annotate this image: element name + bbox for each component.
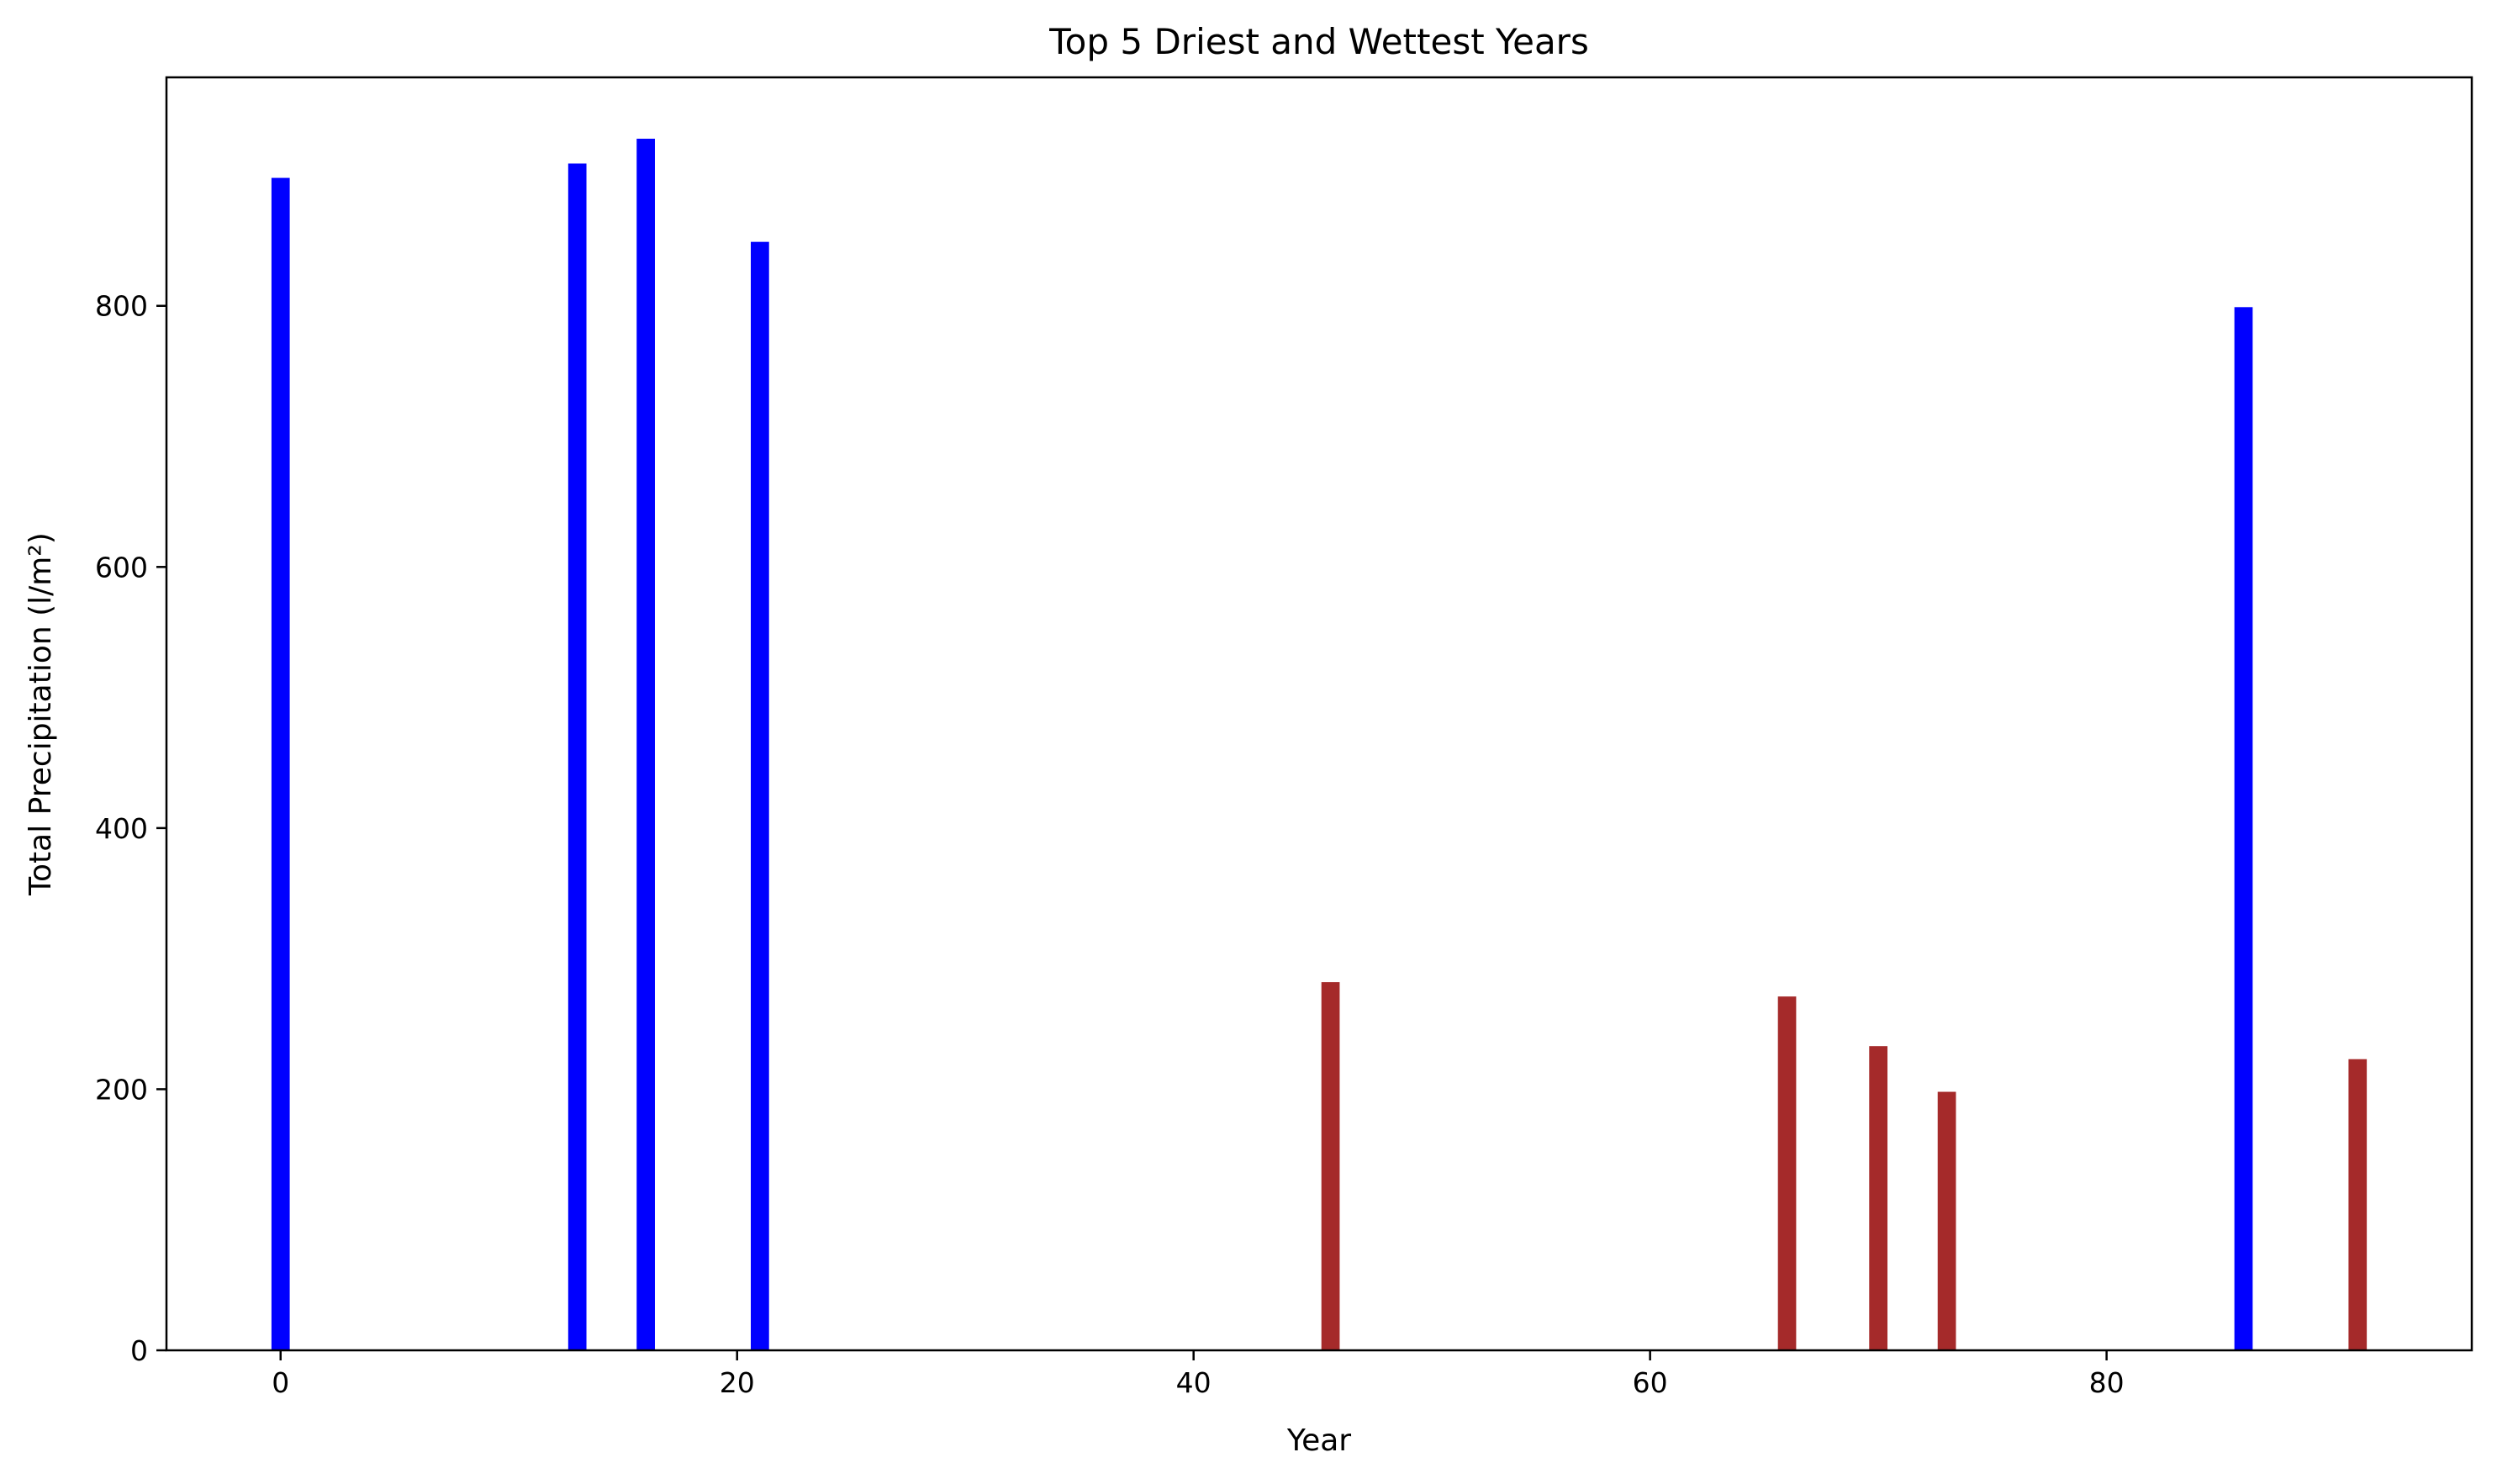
x-axis-ticks: 0 20 40 60 80 <box>272 1350 2125 1399</box>
y-axis-label: Total Precipitation (l/m²) <box>24 532 58 896</box>
chart-title: Top 5 Driest and Wettest Years <box>1048 21 1589 62</box>
bars-group <box>271 138 2368 1351</box>
y-tick-label: 0 <box>130 1334 148 1367</box>
bar-driest-70 <box>1869 1046 1887 1350</box>
x-tick-label: 60 <box>1633 1366 1668 1399</box>
bar-wettest-21 <box>751 241 769 1350</box>
bar-driest-66 <box>1777 996 1797 1350</box>
plot-frame <box>165 76 2473 1352</box>
bar-wettest-0 <box>271 177 290 1351</box>
x-tick-label: 0 <box>272 1366 289 1399</box>
y-axis-ticks: 0 200 400 600 800 <box>95 290 166 1367</box>
bar-wettest-13 <box>568 163 587 1350</box>
x-axis-label: Year <box>1286 1423 1351 1458</box>
bar-driest-91 <box>2348 1059 2368 1350</box>
x-tick-label: 40 <box>1176 1366 1212 1399</box>
bar-driest-73 <box>1937 1091 1956 1350</box>
bar-wettest-16 <box>636 138 655 1351</box>
bar-driest-46 <box>1321 982 1340 1350</box>
y-tick-label: 200 <box>95 1073 148 1106</box>
bar-wettest-86 <box>2234 307 2253 1351</box>
x-tick-label: 20 <box>720 1366 755 1399</box>
y-tick-label: 600 <box>95 551 148 584</box>
y-tick-label: 800 <box>95 290 148 323</box>
y-tick-label: 400 <box>95 812 148 845</box>
x-tick-label: 80 <box>2089 1366 2125 1399</box>
